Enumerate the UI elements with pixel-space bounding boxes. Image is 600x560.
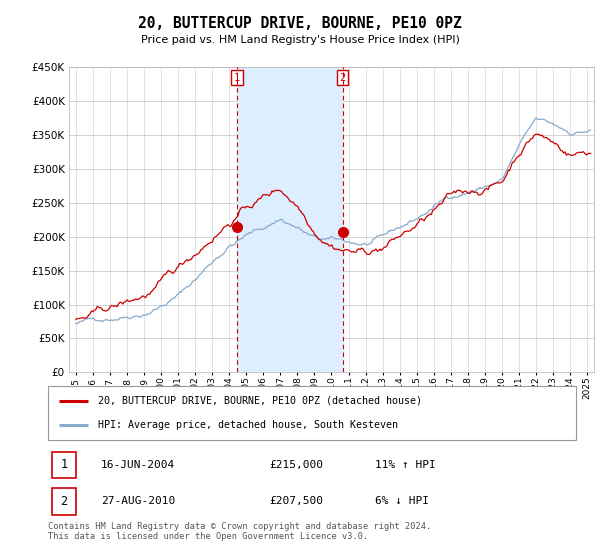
- Text: 20, BUTTERCUP DRIVE, BOURNE, PE10 0PZ: 20, BUTTERCUP DRIVE, BOURNE, PE10 0PZ: [138, 16, 462, 31]
- Text: 2: 2: [61, 494, 68, 508]
- Text: 16-JUN-2004: 16-JUN-2004: [101, 460, 175, 470]
- Text: 2: 2: [340, 73, 346, 83]
- Text: 11% ↑ HPI: 11% ↑ HPI: [376, 460, 436, 470]
- Text: £215,000: £215,000: [270, 460, 324, 470]
- Text: Contains HM Land Registry data © Crown copyright and database right 2024.
This d: Contains HM Land Registry data © Crown c…: [48, 522, 431, 542]
- Text: 1: 1: [61, 458, 68, 472]
- Bar: [52, 451, 76, 478]
- Text: 6% ↓ HPI: 6% ↓ HPI: [376, 496, 430, 506]
- Text: Price paid vs. HM Land Registry's House Price Index (HPI): Price paid vs. HM Land Registry's House …: [140, 35, 460, 45]
- Text: 20, BUTTERCUP DRIVE, BOURNE, PE10 0PZ (detached house): 20, BUTTERCUP DRIVE, BOURNE, PE10 0PZ (d…: [98, 396, 422, 406]
- Text: 27-AUG-2010: 27-AUG-2010: [101, 496, 175, 506]
- Text: HPI: Average price, detached house, South Kesteven: HPI: Average price, detached house, Sout…: [98, 420, 398, 430]
- Bar: [237, 67, 343, 372]
- Bar: [52, 488, 76, 515]
- Text: £207,500: £207,500: [270, 496, 324, 506]
- Text: 1: 1: [234, 73, 240, 83]
